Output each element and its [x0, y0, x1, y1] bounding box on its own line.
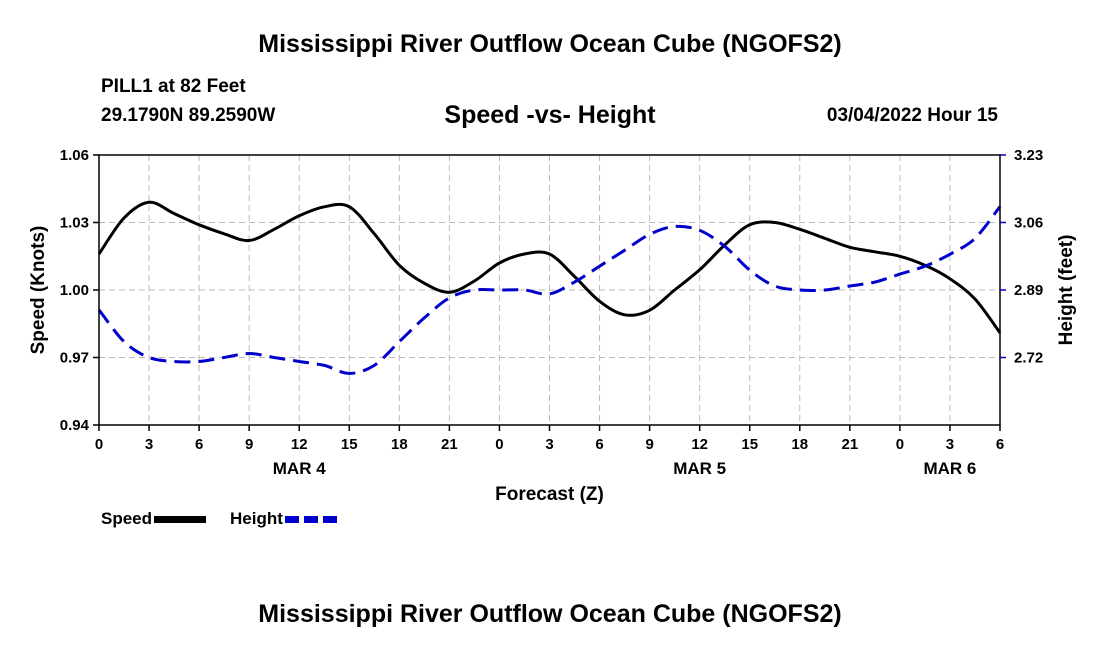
x-tick-label: 0: [896, 436, 904, 453]
date-label: MAR 4: [273, 459, 326, 478]
x-tick-label: 3: [946, 436, 954, 453]
x-tick-label: 12: [691, 436, 708, 453]
x-tick-label: 12: [291, 436, 308, 453]
x-tick-label: 21: [841, 436, 858, 453]
legend-height-label: Height: [230, 509, 283, 528]
y2-axis-label: Height (feet): [1056, 235, 1077, 346]
legend-height: Height: [230, 509, 337, 529]
y-tick-label: 1.03: [60, 215, 89, 232]
y-axis-label: Speed (Knots): [28, 226, 49, 355]
chart-title: Mississippi River Outflow Ocean Cube (NG…: [258, 30, 842, 58]
x-tick-label: 0: [95, 436, 103, 453]
y2-tick-label: 3.23: [1014, 147, 1043, 164]
y2-tick-label: 3.06: [1014, 215, 1043, 232]
x-axis-label: Forecast (Z): [495, 484, 604, 505]
legend-speed: Speed: [101, 509, 207, 529]
x-tick-label: 6: [195, 436, 203, 453]
y-tick-label: 0.94: [60, 417, 90, 434]
x-tick-label: 9: [645, 436, 653, 453]
x-tick-label: 3: [145, 436, 153, 453]
x-tick-label: 9: [245, 436, 253, 453]
x-tick-label: 15: [741, 436, 758, 453]
station-label: PILL1 at 82 Feet: [101, 76, 246, 97]
date-label: MAR 6: [923, 459, 976, 478]
grid: [99, 155, 1000, 425]
date-label: MAR 5: [673, 459, 726, 478]
x-tick-label: 3: [545, 436, 553, 453]
height-series-line: [97, 205, 1002, 375]
axes: 0 3 6 9 12 15 18 21 0 3 6 9 12 15 18 21 0 3 6 MAR 4 MAR 5 MAR…: [60, 147, 1043, 478]
x-tick-label: 18: [791, 436, 808, 453]
y2-tick-label: 2.72: [1014, 350, 1043, 367]
legend-speed-swatch: [154, 515, 207, 523]
forecast-datetime: 03/04/2022 Hour 15: [826, 105, 998, 126]
y-tick-label: 1.06: [60, 147, 89, 164]
series: [97, 200, 1002, 375]
speed-series-line: [97, 200, 1002, 334]
y2-tick-label: 2.89: [1014, 282, 1043, 299]
x-tick-label: 6: [996, 436, 1004, 453]
legend-speed-label: Speed: [101, 509, 153, 528]
x-tick-label: 0: [495, 436, 503, 453]
x-tick-label: 18: [391, 436, 408, 453]
chart-subtitle: Speed -vs- Height: [444, 101, 656, 129]
y-tick-label: 0.97: [60, 350, 89, 367]
footer-title: Mississippi River Outflow Ocean Cube (NG…: [258, 600, 842, 628]
x-tick-label: 15: [341, 436, 358, 453]
x-tick-label: 6: [595, 436, 603, 453]
legend-height-swatch: [284, 515, 337, 523]
station-coordinates: 29.1790N 89.2590W: [101, 105, 276, 126]
x-tick-label: 21: [441, 436, 458, 453]
y-tick-label: 1.00: [60, 282, 89, 299]
